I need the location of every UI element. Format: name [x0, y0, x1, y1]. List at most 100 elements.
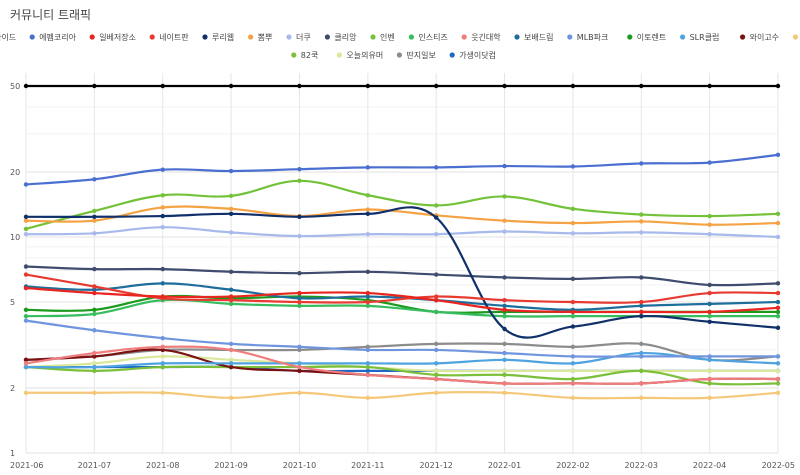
data-point: [502, 368, 507, 374]
legend-item[interactable]: 루리웹: [202, 33, 234, 42]
legend-label: 더쿠: [296, 33, 311, 42]
y-tick-label: 5: [10, 298, 15, 307]
data-point: [433, 297, 439, 303]
data-point: [297, 344, 302, 350]
data-point: [707, 368, 712, 374]
data-point: [639, 83, 644, 89]
data-point: [297, 303, 302, 309]
data-point: [92, 311, 97, 317]
legend-label: 일베저장소: [99, 32, 136, 42]
data-point: [23, 83, 29, 89]
legend-item[interactable]: 에펨코리아: [29, 32, 77, 42]
legend-marker: [792, 34, 799, 40]
series-line: [25, 286, 779, 314]
legend-item[interactable]: 인스티즈: [408, 32, 448, 42]
data-point: [775, 220, 781, 226]
data-point: [433, 372, 439, 378]
y-tick-label: 10: [10, 233, 20, 242]
data-point: [433, 232, 439, 237]
data-point: [23, 264, 29, 269]
data-point: [365, 269, 371, 274]
data-point: [23, 232, 29, 237]
legend-item[interactable]: 해연갤: [792, 32, 800, 42]
data-point: [365, 344, 371, 350]
data-point: [502, 297, 507, 303]
legend-item[interactable]: 딴지일보: [396, 51, 436, 60]
legend-marker: [202, 34, 208, 40]
data-point: [502, 229, 507, 234]
data-point: [23, 361, 29, 366]
data-point: [365, 290, 371, 296]
x-tick-label: 2021-06: [10, 461, 43, 470]
legend-item[interactable]: 디시인사이드: [0, 32, 16, 42]
legend-marker: [149, 34, 155, 40]
data-point: [365, 364, 371, 370]
legend-item[interactable]: 이토렌트: [627, 32, 666, 42]
data-point: [707, 354, 712, 359]
legend-item[interactable]: 가생이닷컴: [449, 50, 496, 60]
data-point: [92, 83, 97, 89]
legend-item[interactable]: 일베저장소: [89, 32, 136, 42]
data-point: [639, 212, 644, 217]
data-point: [707, 83, 712, 89]
data-point: [570, 276, 576, 282]
data-point: [639, 395, 644, 401]
data-point: [160, 224, 165, 230]
legend-item[interactable]: 웃긴대학: [461, 32, 502, 42]
data-point: [228, 301, 234, 307]
legend-label: 에펨코리아: [39, 32, 76, 42]
data-point: [707, 357, 712, 363]
data-point: [707, 232, 712, 237]
data-point: [570, 299, 576, 305]
data-point: [433, 215, 439, 220]
data-point: [570, 324, 576, 329]
x-tick-label: 2022-02: [556, 461, 589, 470]
data-point: [92, 266, 97, 272]
data-point: [365, 372, 371, 378]
series-7: [23, 224, 781, 240]
data-point: [92, 218, 97, 223]
data-point: [502, 307, 507, 313]
series-line: [25, 226, 779, 239]
data-point: [775, 152, 781, 158]
data-point: [23, 226, 29, 232]
legend-label: 딴지일보: [406, 51, 435, 60]
legend-item[interactable]: 보배드림: [514, 32, 553, 42]
data-point: [297, 368, 302, 374]
legend-label: 인벤: [380, 32, 395, 42]
data-point: [570, 231, 576, 236]
data-point: [707, 313, 712, 319]
data-point: [160, 281, 165, 286]
data-point: [160, 335, 165, 341]
legend-item[interactable]: 오늘의유머: [336, 50, 383, 60]
legend-label: 이토렌트: [637, 32, 666, 42]
series-8: [23, 264, 781, 288]
data-point: [570, 361, 576, 366]
legend-item[interactable]: 와이고수: [740, 32, 779, 42]
series-line: [25, 273, 779, 304]
legend-item[interactable]: 더쿠: [286, 33, 311, 42]
legend-label: SLR클럽: [690, 33, 720, 42]
data-point: [228, 206, 234, 212]
data-point: [775, 309, 781, 315]
data-point: [707, 319, 712, 324]
data-point: [23, 313, 29, 319]
data-point: [297, 270, 302, 276]
legend-item[interactable]: MLB파크: [567, 33, 608, 42]
data-point: [365, 361, 371, 366]
legend-item[interactable]: 네이트판: [149, 32, 190, 42]
data-point: [228, 361, 234, 366]
legend-item[interactable]: 클리앙: [324, 32, 357, 42]
legend-item[interactable]: 인벤: [370, 32, 395, 42]
legend-item[interactable]: 82쿡: [291, 51, 318, 60]
legend-label: 클리앙: [334, 32, 357, 42]
legend-item[interactable]: 뽐뿌: [248, 33, 272, 42]
data-point: [92, 361, 97, 366]
legend-item[interactable]: SLR클럽: [680, 33, 719, 42]
data-point: [23, 285, 29, 291]
data-point: [297, 290, 302, 296]
data-point: [365, 294, 371, 299]
legend-marker: [396, 52, 402, 58]
data-point: [228, 395, 234, 401]
data-point: [228, 341, 234, 347]
